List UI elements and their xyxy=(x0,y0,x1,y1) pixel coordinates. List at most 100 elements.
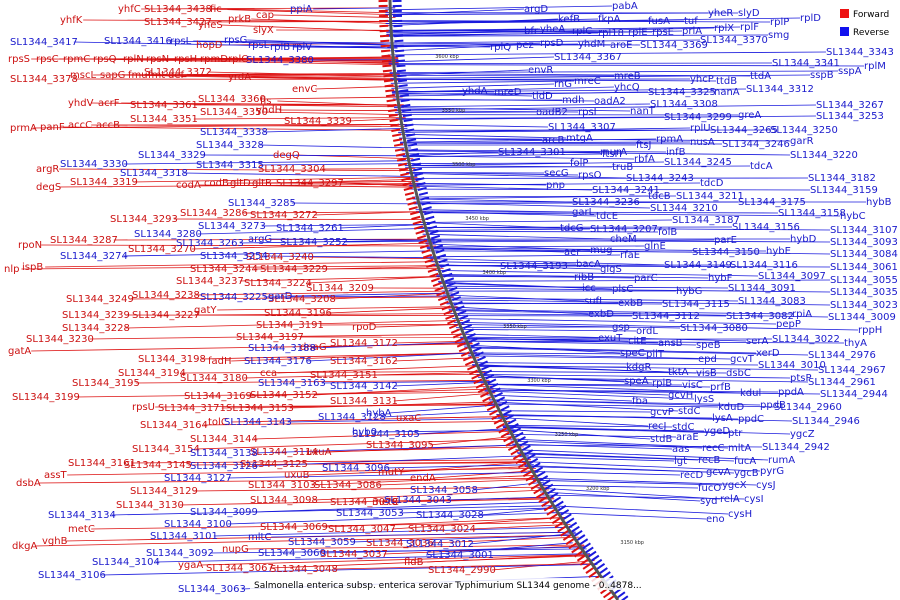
gene-label[interactable]: mreC xyxy=(574,76,601,87)
gene-label[interactable]: SL1344_3372 xyxy=(144,67,212,78)
gene-label[interactable]: ygcB xyxy=(734,468,759,479)
gene-label[interactable]: ppdA xyxy=(778,387,804,398)
gene-label[interactable]: metC xyxy=(68,524,95,535)
gene-label[interactable]: dsbA xyxy=(16,478,41,489)
gene-label[interactable]: ppdB xyxy=(760,400,786,411)
gene-label[interactable]: lysA xyxy=(712,413,733,424)
gene-label[interactable]: SL1344_3339 xyxy=(284,116,352,127)
gene-label[interactable]: SL1344_3263 xyxy=(176,238,244,249)
gene-label[interactable]: SL1344_3318 xyxy=(120,168,188,179)
gene-label[interactable]: stdC xyxy=(678,406,700,417)
gene-label[interactable]: SL1344_3194 xyxy=(118,368,186,379)
gene-label[interactable]: rpiA xyxy=(792,309,812,320)
gene-label[interactable]: folB xyxy=(658,227,677,238)
gene-label[interactable]: speC xyxy=(620,348,645,359)
gene-label[interactable]: SL1344_3209 xyxy=(306,283,374,294)
gene-label[interactable]: SL1344_3252 xyxy=(280,237,348,248)
gene-label[interactable]: SL1344_3151 xyxy=(310,370,378,381)
gene-label[interactable]: SL1344_3150 xyxy=(692,247,760,258)
gene-label[interactable]: SL1344_3427 xyxy=(144,17,212,28)
gene-label[interactable]: SL1344_2946 xyxy=(792,416,860,427)
gene-label[interactable]: rpsE xyxy=(652,27,674,38)
gene-label[interactable]: fusA xyxy=(648,16,670,27)
gene-label[interactable]: greA xyxy=(738,110,761,121)
gene-label[interactable]: SL1344_3153 xyxy=(226,403,294,414)
gene-label[interactable]: yhfK xyxy=(60,15,83,26)
gene-label[interactable]: SL1344_3059 xyxy=(288,537,356,548)
gene-label[interactable]: SL1344_3055 xyxy=(830,275,898,286)
gene-label[interactable]: ttdB xyxy=(716,76,737,87)
gene-label[interactable]: SL1344_3176 xyxy=(244,356,312,367)
gene-label[interactable]: SL1344_3036 xyxy=(366,538,434,549)
gene-label[interactable]: rplB xyxy=(270,42,290,53)
gene-label[interactable]: rpmA xyxy=(656,134,683,145)
gene-label[interactable]: SL1344_3092 xyxy=(146,548,214,559)
gene-label[interactable]: SL1344_3245 xyxy=(664,157,732,168)
gene-label[interactable]: bfr xyxy=(524,26,539,37)
gene-label[interactable]: nanA xyxy=(714,87,740,98)
gene-label[interactable]: SL1344_3274 xyxy=(60,251,128,262)
gene-label[interactable]: SL1344_3086 xyxy=(314,480,382,491)
gene-label[interactable]: SL1344_3169 xyxy=(184,391,252,402)
gene-label[interactable]: SL1344_3236 xyxy=(572,197,640,208)
gene-label[interactable]: SL1344_3134 xyxy=(48,510,116,521)
gene-label[interactable]: ftsJ xyxy=(636,140,651,151)
gene-label[interactable]: rpmD xyxy=(200,54,228,65)
gene-label[interactable]: ftsH xyxy=(602,149,622,160)
gene-label[interactable]: epd xyxy=(698,354,717,365)
gene-label[interactable]: rpoN xyxy=(18,240,42,251)
gene-label[interactable]: fucO xyxy=(698,483,721,494)
gene-label[interactable]: accC xyxy=(68,120,92,131)
gene-label[interactable]: SL1344_3131 xyxy=(330,396,398,407)
gene-label[interactable]: SL1344_3101 xyxy=(150,531,218,542)
gene-label[interactable]: SL1344_3280 xyxy=(134,229,202,240)
gene-label[interactable]: rplF xyxy=(740,22,759,33)
gene-label[interactable]: SL1344_3060 xyxy=(258,548,326,559)
gene-label[interactable]: SL1344_3047 xyxy=(328,524,396,535)
gene-label[interactable]: ttdA xyxy=(750,71,771,82)
gene-label[interactable]: SL1344_3250 xyxy=(770,125,838,136)
gene-label[interactable]: rpiB xyxy=(652,378,672,389)
gene-label[interactable]: SL1344_3253 xyxy=(816,111,884,122)
gene-label[interactable]: argD xyxy=(524,4,548,15)
gene-label[interactable]: ygaA xyxy=(178,560,203,571)
gene-label[interactable]: SL1344_3058 xyxy=(410,485,478,496)
gene-label[interactable]: icc xyxy=(582,283,596,294)
gene-label[interactable]: hyb0 xyxy=(352,427,377,438)
gene-label[interactable]: SL1344_3237 xyxy=(176,276,244,287)
gene-label[interactable]: SL1344_2942 xyxy=(762,442,830,453)
gene-label[interactable]: garD xyxy=(268,291,293,302)
gene-label[interactable]: tdcD xyxy=(700,178,724,189)
gene-label[interactable]: exbD xyxy=(588,309,614,320)
gene-label[interactable]: SL1344_3130 xyxy=(116,500,184,511)
gene-label[interactable]: SL1344_3145 xyxy=(124,460,192,471)
gene-label[interactable]: rpsH xyxy=(174,54,197,65)
gene-label[interactable]: rpl18 xyxy=(598,28,624,39)
gene-label[interactable]: endA xyxy=(410,473,436,484)
gene-label[interactable]: SL1344_3180 xyxy=(180,373,248,384)
gene-label[interactable]: SL1344_3228 xyxy=(62,323,130,334)
gene-label[interactable]: rpsG xyxy=(224,35,247,46)
gene-label[interactable]: smg xyxy=(768,30,789,41)
gene-label[interactable]: lysS xyxy=(694,394,714,405)
gene-label[interactable]: rpoD xyxy=(352,322,377,333)
gene-label[interactable]: SL1344_3161 xyxy=(68,458,136,469)
gene-label[interactable]: SL1344_3220 xyxy=(790,150,858,161)
gene-label[interactable]: SL1344_3104 xyxy=(92,557,160,568)
gene-label[interactable]: SL1344_3198 xyxy=(138,354,206,365)
gene-label[interactable]: secG xyxy=(544,168,569,179)
gene-label[interactable]: SL1344_3341 xyxy=(772,58,840,69)
gene-label[interactable]: prkB xyxy=(228,14,251,25)
gene-label[interactable]: uxuA xyxy=(306,447,332,458)
gene-label[interactable]: SL1344_3187 xyxy=(672,215,740,226)
gene-label[interactable]: SL1344_3164 xyxy=(140,420,208,431)
gene-label[interactable]: rplQ xyxy=(490,42,511,53)
gene-label[interactable]: rplE xyxy=(628,27,648,38)
gene-label[interactable]: tldD xyxy=(532,91,553,102)
gene-label[interactable]: xerD xyxy=(756,348,780,359)
gene-label[interactable]: nanT xyxy=(630,106,656,117)
gene-label[interactable]: SL1344_3129 xyxy=(130,486,198,497)
gene-label[interactable]: SL1344_3182 xyxy=(808,173,876,184)
gene-label[interactable]: rplP xyxy=(770,17,789,28)
gene-label[interactable]: araE xyxy=(676,432,699,443)
